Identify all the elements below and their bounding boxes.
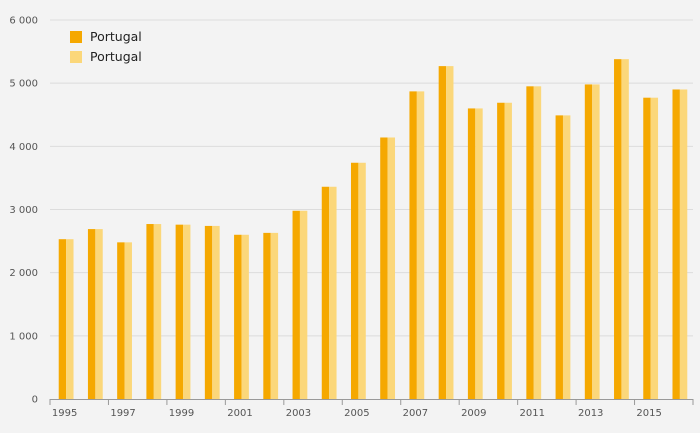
bar-2015-series-2: [650, 97, 659, 399]
y-tick-label: 5 000: [9, 79, 38, 90]
bar-2008-series-2: [446, 66, 454, 399]
x-tick-label: 1997: [110, 408, 135, 419]
y-tick-label: 3 000: [9, 205, 38, 216]
bar-2003-series-2: [299, 210, 308, 399]
bar-2010-series-2: [504, 102, 512, 399]
bar-2011-series-1: [526, 86, 534, 399]
y-tick-label: 1 000: [9, 331, 38, 342]
x-axis: 1995 1997 1999 2001 2003 2005 2007 2009 2011 2013…: [49, 399, 694, 419]
bar-2009-series-2: [475, 108, 483, 399]
bar-2005-series-1: [350, 162, 359, 399]
bar-1996-series-1: [87, 229, 96, 399]
y-tick-label: 4 000: [9, 142, 38, 153]
legend-swatch: [70, 50, 82, 63]
bar-2000-series-1: [204, 225, 213, 399]
bar-2016-series-2: [679, 89, 688, 399]
x-tick-label: 2003: [286, 408, 311, 419]
bar-1997-series-2: [124, 242, 132, 399]
legend-label: Portugal: [90, 49, 142, 64]
bar-2002-series-2: [270, 232, 279, 399]
bar-2001-series-1: [234, 234, 242, 399]
bar-2009-series-1: [467, 108, 476, 399]
bar-2005-series-2: [358, 162, 366, 399]
x-tick-label: 2013: [578, 408, 603, 419]
bar-1998-series-2: [153, 224, 162, 399]
bar-2004-series-1: [321, 186, 330, 399]
x-tick-label: 2001: [227, 408, 252, 419]
bar-2011-series-2: [533, 86, 542, 399]
y-tick-label: 2 000: [9, 268, 38, 279]
bar-2000-series-2: [212, 225, 220, 399]
bar-2006-series-2: [387, 137, 396, 400]
y-tick-label: 6 000: [9, 16, 38, 27]
legend-item-series-1: Portugal: [70, 27, 142, 46]
legend-item-series-2: Portugal: [70, 47, 142, 66]
bar-2002-series-1: [263, 232, 271, 399]
bar-1999-series-1: [175, 224, 184, 399]
legend-swatch: [70, 30, 82, 43]
bar-2012-series-1: [555, 115, 563, 400]
x-tick-label: 2007: [403, 408, 428, 419]
x-tick-label: 1995: [52, 408, 77, 419]
y-axis-tick-labels: 0 1 000 2 000 3 000 4 000 5 000 6 000: [9, 16, 38, 406]
legend-label: Portugal: [90, 29, 142, 44]
bar-2013-series-2: [592, 84, 600, 400]
bar-2014-series-1: [614, 59, 622, 400]
x-tick-label: 2009: [461, 408, 486, 419]
bar-2015-series-1: [643, 97, 651, 399]
bar-2016-series-1: [672, 89, 680, 399]
x-tick-label: 1999: [169, 408, 194, 419]
y-tick-label: 0: [32, 395, 38, 406]
bar-1998-series-1: [146, 224, 154, 399]
bar-2008-series-1: [438, 66, 447, 399]
bar-2006-series-1: [380, 137, 388, 400]
legend: Portugal Portugal: [70, 27, 142, 67]
bar-1995-series-2: [66, 239, 74, 399]
bar-1996-series-2: [95, 229, 103, 399]
bar-2007-series-2: [416, 91, 425, 400]
bar-2004-series-2: [329, 186, 337, 399]
bar-2014-series-2: [621, 59, 629, 400]
bars: [58, 59, 688, 400]
x-tick-label: 2005: [344, 408, 369, 419]
x-tick-label: 2015: [636, 408, 661, 419]
bar-2012-series-2: [562, 115, 571, 400]
bar-1999-series-2: [183, 224, 191, 399]
bar-1995-series-1: [58, 239, 67, 399]
bar-2010-series-1: [497, 102, 505, 399]
bar-2003-series-1: [292, 210, 300, 399]
bar-2007-series-1: [409, 91, 417, 400]
bar-1997-series-1: [117, 242, 125, 399]
bar-2013-series-1: [584, 84, 593, 400]
x-tick-label: 2011: [520, 408, 545, 419]
bar-2001-series-2: [241, 234, 249, 399]
